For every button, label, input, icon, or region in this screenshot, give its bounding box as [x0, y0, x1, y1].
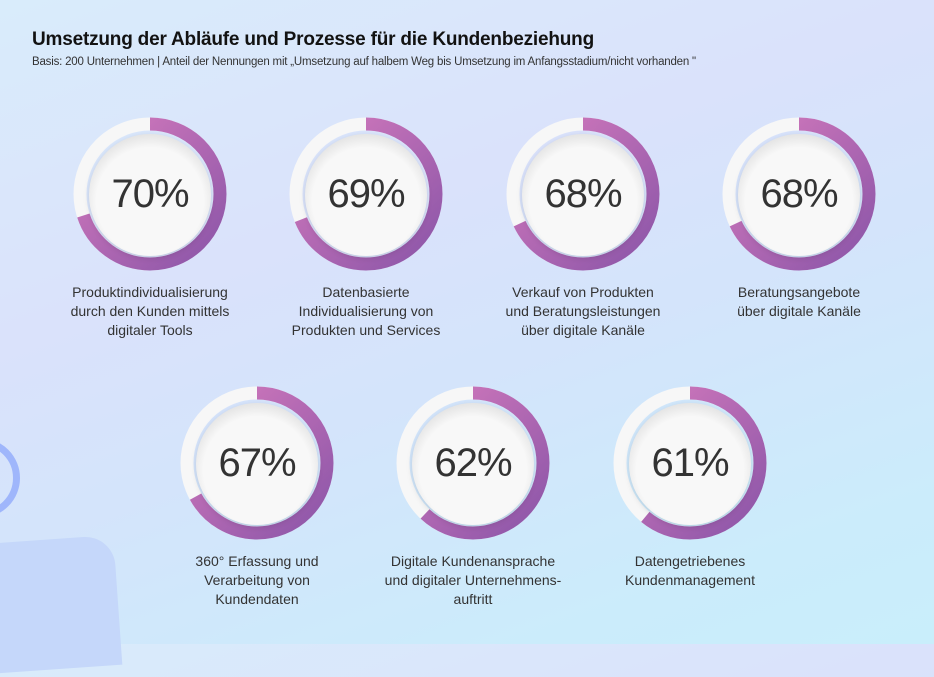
progress-ring: 62%: [396, 386, 550, 540]
ring-value-arc: [506, 117, 660, 271]
ring-inner-disc: [89, 134, 211, 256]
radial-progress-item: 70% Produktindividualisierung durch den K…: [35, 117, 265, 340]
ring-value-arc: [180, 386, 334, 540]
ring-inner-disc: [196, 403, 318, 525]
percentage-value: 68%: [760, 172, 838, 216]
radial-progress-item: 68% Beratungsangebote über digitale Kanäl…: [684, 117, 914, 321]
page-title: Umsetzung der Abläufe und Prozesse für d…: [32, 29, 594, 50]
item-label: Datenbasierte Individualisierung von Pro…: [291, 284, 441, 338]
radial-progress-item: 68% Verkauf von Produkten und Beratungsle…: [468, 117, 698, 340]
ring-inner-disc: [629, 403, 751, 525]
progress-ring: 61%: [613, 386, 767, 540]
progress-ring: 68%: [506, 117, 660, 271]
ring-value-arc: [289, 117, 443, 271]
ring-value-arc: [73, 117, 227, 271]
radial-progress-item: 69% Datenbasierte Individualisierung von …: [251, 117, 481, 340]
percentage-value: 61%: [651, 441, 729, 485]
progress-ring: 68%: [722, 117, 876, 271]
ring-value-arc: [613, 386, 767, 540]
percentage-value: 69%: [327, 172, 405, 216]
item-label: Verkauf von Produkten und Beratungsleist…: [505, 284, 661, 338]
percentage-value: 67%: [218, 441, 296, 485]
radial-progress-item: 67% 360° Erfassung und Verarbeitung von K…: [142, 386, 372, 609]
ring-inner-disc: [522, 134, 644, 256]
decorative-ring: [0, 438, 20, 518]
percentage-value: 62%: [434, 441, 512, 485]
radial-progress-item: 62% Digitale Kundenansprache und digitale…: [358, 386, 588, 609]
item-label: Beratungsangebote über digitale Kanäle: [737, 284, 861, 319]
ring-value-arc: [722, 117, 876, 271]
percentage-value: 68%: [544, 172, 622, 216]
item-label: Datengetriebenes Kundenmanagement: [625, 553, 755, 588]
item-label: Digitale Kundenansprache und digitaler U…: [384, 553, 562, 607]
ring-inner-disc: [305, 134, 427, 256]
progress-ring: 69%: [289, 117, 443, 271]
decorative-shape: [0, 534, 123, 677]
item-label: 360° Erfassung und Verarbeitung von Kund…: [195, 553, 319, 607]
ring-value-arc: [396, 386, 550, 540]
item-label: Produktindividualisierung durch den Kund…: [70, 284, 230, 338]
ring-inner-disc: [412, 403, 534, 525]
radial-progress-item: 61% Datengetriebenes Kundenmanagement: [575, 386, 805, 590]
page-subtitle: Basis: 200 Unternehmen | Anteil der Nenn…: [32, 56, 696, 68]
percentage-value: 70%: [111, 172, 189, 216]
progress-ring: 70%: [73, 117, 227, 271]
progress-ring: 67%: [180, 386, 334, 540]
ring-inner-disc: [738, 134, 860, 256]
